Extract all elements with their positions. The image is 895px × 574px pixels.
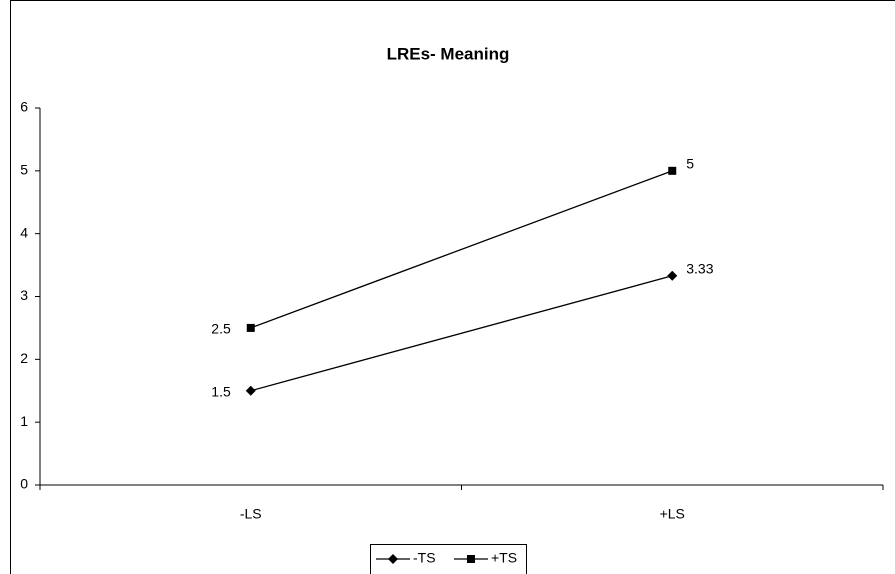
y-tick-label: 1 (20, 413, 28, 429)
marker (388, 554, 398, 564)
chart-frame (10, 0, 895, 574)
y-tick-label: 0 (20, 476, 28, 492)
data-label: 3.33 (686, 260, 713, 276)
data-label: 5 (686, 156, 694, 172)
y-tick-label: 5 (20, 162, 28, 178)
series-line (250, 170, 673, 329)
y-tick-label: 2 (20, 350, 28, 366)
legend-label: +TS (491, 550, 517, 566)
marker (245, 385, 256, 396)
data-label: 1.5 (211, 383, 231, 399)
marker (668, 166, 677, 175)
series-line (250, 275, 673, 392)
y-tick-label: 4 (20, 224, 28, 240)
y-tick-label: 3 (20, 287, 28, 303)
data-label: 2.5 (211, 321, 231, 337)
marker (246, 323, 255, 332)
legend: -TS +TS (370, 544, 527, 574)
y-tick-label: 6 (20, 99, 28, 115)
x-tick-label: +LS (660, 506, 685, 522)
marker (667, 270, 678, 281)
legend-label: -TS (413, 550, 436, 566)
chart-title: LREs- Meaning (387, 44, 510, 63)
x-tick-label: -LS (240, 506, 262, 522)
marker (467, 555, 475, 563)
